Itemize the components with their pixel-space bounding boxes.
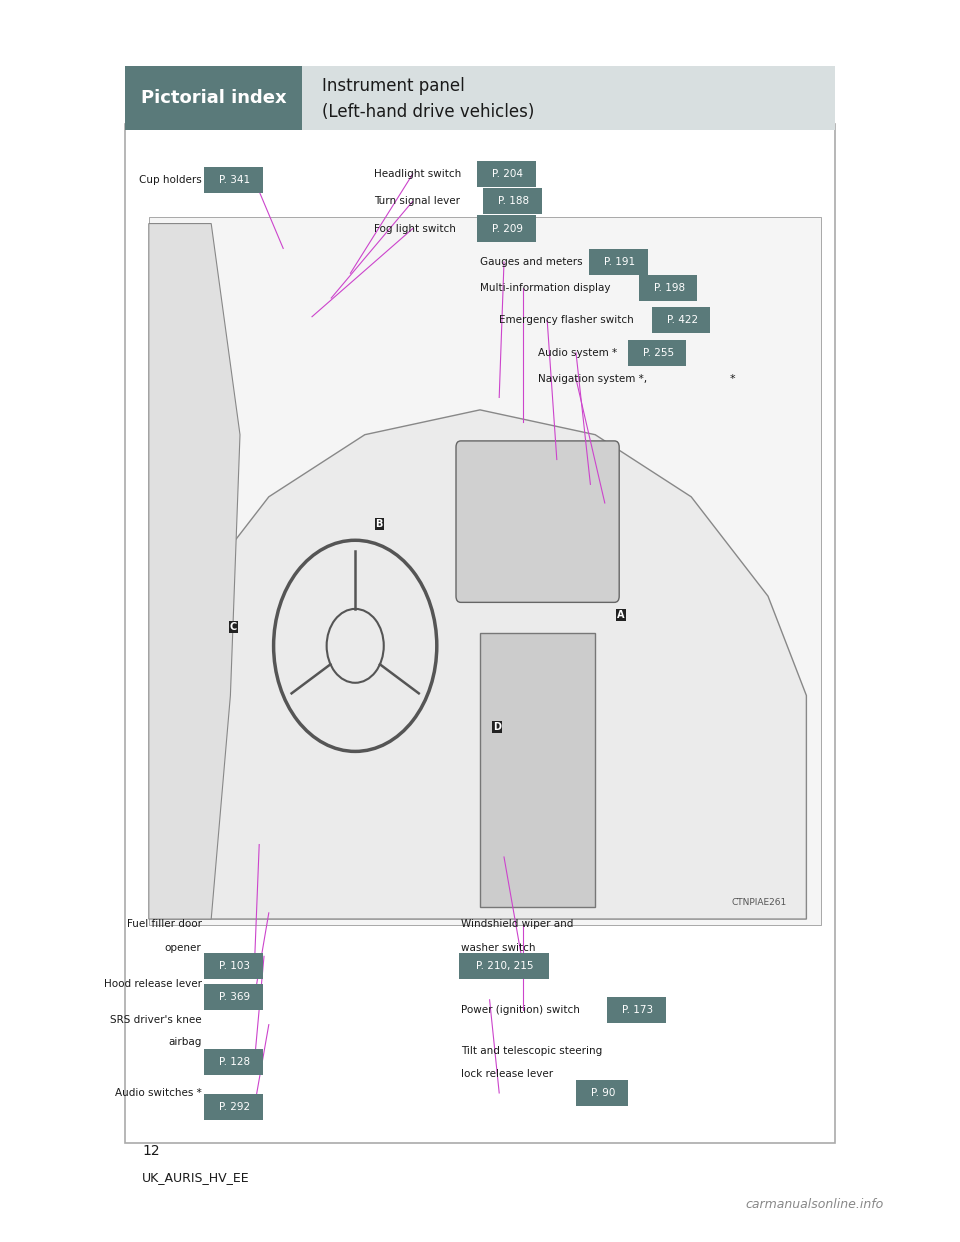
Text: P. 128: P. 128 (219, 1057, 251, 1067)
Text: 12: 12 (142, 1144, 159, 1159)
Text: B: B (375, 519, 383, 529)
Text: UK_AURIS_HV_EE: UK_AURIS_HV_EE (142, 1171, 250, 1184)
Text: Power (ignition) switch: Power (ignition) switch (461, 1005, 580, 1015)
FancyBboxPatch shape (589, 248, 648, 274)
Text: SRS driver's knee: SRS driver's knee (110, 1015, 202, 1025)
Text: Hood release lever: Hood release lever (104, 979, 202, 989)
Text: CTNPIAE261: CTNPIAE261 (732, 898, 787, 907)
FancyBboxPatch shape (576, 1079, 628, 1105)
FancyBboxPatch shape (302, 66, 835, 130)
Polygon shape (149, 224, 240, 919)
FancyBboxPatch shape (204, 954, 263, 979)
Text: D: D (493, 722, 501, 732)
Text: C: C (229, 622, 237, 632)
Text: Pictorial index: Pictorial index (141, 89, 286, 107)
Text: P. 369: P. 369 (219, 992, 251, 1002)
Text: washer switch: washer switch (461, 943, 536, 953)
Text: P. 103: P. 103 (219, 961, 251, 971)
Text: P. 210, 215: P. 210, 215 (476, 961, 534, 971)
Text: Audio switches *: Audio switches * (115, 1088, 202, 1098)
Text: Fuel filler door: Fuel filler door (127, 919, 202, 929)
Text: A: A (617, 610, 625, 620)
FancyBboxPatch shape (125, 66, 302, 130)
Text: P. 292: P. 292 (219, 1102, 251, 1112)
Text: P. 341: P. 341 (219, 175, 251, 185)
Text: P. 191: P. 191 (604, 257, 635, 267)
FancyBboxPatch shape (484, 188, 541, 214)
Text: Instrument panel: Instrument panel (322, 77, 465, 96)
FancyBboxPatch shape (477, 160, 536, 188)
FancyBboxPatch shape (459, 954, 549, 979)
Text: P. 255: P. 255 (642, 348, 674, 358)
FancyBboxPatch shape (204, 1048, 263, 1076)
Text: *: * (730, 374, 735, 384)
Text: Fog light switch: Fog light switch (374, 224, 456, 233)
Text: Tilt and telescopic steering: Tilt and telescopic steering (461, 1046, 602, 1056)
Text: P. 173: P. 173 (622, 1005, 653, 1015)
Text: P. 188: P. 188 (498, 196, 529, 206)
Text: Headlight switch: Headlight switch (374, 169, 462, 179)
Text: carmanualsonline.info: carmanualsonline.info (745, 1199, 883, 1211)
FancyBboxPatch shape (204, 166, 263, 193)
FancyBboxPatch shape (607, 996, 666, 1023)
Text: Windshield wiper and: Windshield wiper and (461, 919, 573, 929)
Text: Emergency flasher switch: Emergency flasher switch (499, 315, 634, 325)
Text: P. 209: P. 209 (492, 224, 523, 233)
Text: Turn signal lever: Turn signal lever (374, 196, 461, 206)
FancyBboxPatch shape (204, 1094, 263, 1120)
FancyBboxPatch shape (480, 633, 595, 907)
Text: lock release lever: lock release lever (461, 1069, 553, 1079)
Text: P. 204: P. 204 (492, 169, 523, 179)
FancyBboxPatch shape (628, 339, 686, 365)
Text: P. 90: P. 90 (591, 1088, 615, 1098)
Text: P. 198: P. 198 (654, 283, 684, 293)
FancyBboxPatch shape (477, 216, 536, 241)
FancyBboxPatch shape (125, 124, 835, 1143)
Text: Cup holders: Cup holders (139, 175, 202, 185)
FancyBboxPatch shape (456, 441, 619, 602)
Polygon shape (154, 410, 806, 919)
FancyBboxPatch shape (149, 217, 821, 925)
FancyBboxPatch shape (652, 307, 710, 333)
Text: P. 422: P. 422 (666, 315, 698, 325)
Text: Multi-information display: Multi-information display (480, 283, 611, 293)
Text: airbag: airbag (168, 1037, 202, 1047)
Text: opener: opener (165, 943, 202, 953)
FancyBboxPatch shape (204, 984, 263, 1011)
Text: Audio system *: Audio system * (538, 348, 616, 358)
Text: (Left-hand drive vehicles): (Left-hand drive vehicles) (322, 103, 534, 122)
Text: Navigation system *,: Navigation system *, (538, 374, 647, 384)
Text: Gauges and meters: Gauges and meters (480, 257, 583, 267)
FancyBboxPatch shape (639, 274, 697, 301)
